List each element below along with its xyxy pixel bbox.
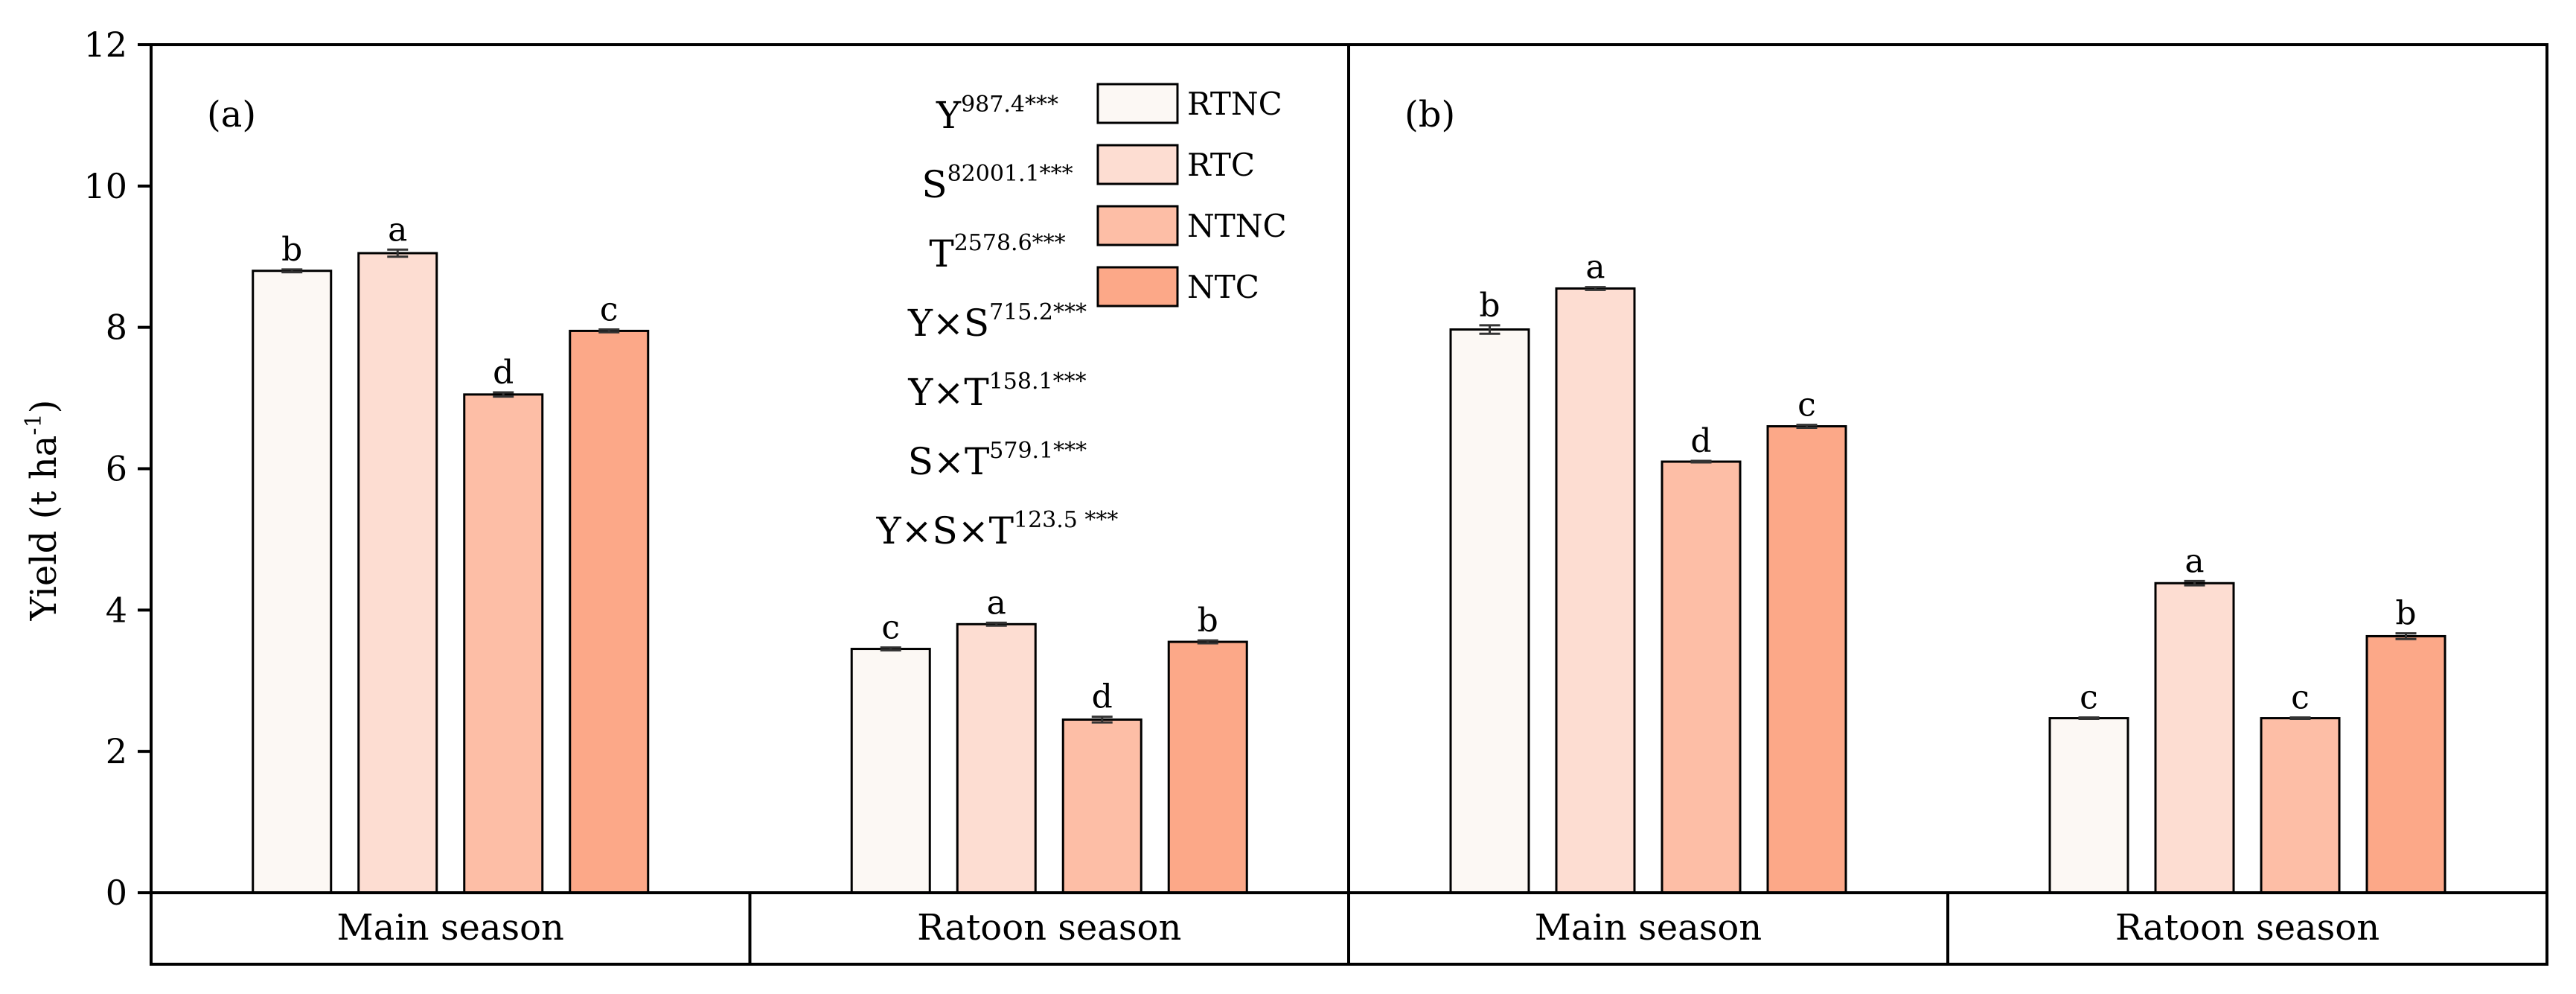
significance-letter: a <box>2185 542 2204 580</box>
significance-letter: c <box>881 609 900 647</box>
significance-letter: a <box>1585 249 1605 287</box>
bar-ntnc <box>463 393 544 894</box>
bar-group: b a d c Main season <box>252 211 650 949</box>
bar-rtc <box>956 622 1037 894</box>
significance-letter: b <box>1198 602 1218 640</box>
y-tick-label: 4 <box>106 590 127 630</box>
category-label: Main season <box>1535 907 1762 949</box>
bar-rtnc <box>2048 717 2129 894</box>
panel-tag: (b) <box>1404 94 1455 136</box>
y-tick-label: 10 <box>83 166 127 206</box>
anova-stat: Y×S×T123.5 *** <box>876 507 1119 552</box>
anova-stat: S82001.1*** <box>921 161 1073 206</box>
bar-rtnc <box>252 270 333 894</box>
legend-item-ntnc: NTNC <box>1096 205 1287 246</box>
panel-tag: (a) <box>207 94 256 136</box>
chart-panels: (a) b a d c Main season c a d b Ratoon season (b) b a… <box>207 94 2446 949</box>
anova-stat: Y×S715.2*** <box>907 299 1087 345</box>
anova-stat: S×T579.1*** <box>908 438 1087 483</box>
significance-letter: d <box>1690 422 1711 460</box>
y-tick-label: 8 <box>106 308 127 348</box>
legend-item-rtc: RTC <box>1096 144 1255 185</box>
legend-swatch <box>1096 144 1179 185</box>
legend-swatch <box>1096 205 1179 246</box>
y-tick-label: 2 <box>106 731 127 771</box>
y-tick-label: 0 <box>106 873 127 913</box>
anova-stat: Y×T158.1*** <box>907 369 1086 414</box>
bar-ntnc <box>1661 460 1742 894</box>
bar-ntc <box>2365 634 2446 894</box>
significance-letter: a <box>987 584 1006 622</box>
bar-rtc <box>1555 287 1636 894</box>
bar-rtc <box>357 252 438 894</box>
y-tick-label: 12 <box>83 25 127 65</box>
category-label: Ratoon season <box>917 907 1181 949</box>
significance-letter: c <box>600 291 619 329</box>
legend-item-ntc: NTC <box>1096 266 1259 308</box>
legend-label: NTNC <box>1187 208 1287 244</box>
category-label: Ratoon season <box>2115 907 2380 949</box>
anova-stat: Y987.4*** <box>936 92 1058 137</box>
y-tick-label: 6 <box>106 449 127 489</box>
y-axis: 0 2 4 6 8 10 12 <box>83 25 151 913</box>
y-axis-label: Yield (t ha-1) <box>21 400 65 622</box>
bar-group: c a c b Ratoon season <box>2048 542 2446 949</box>
legend-swatch <box>1096 266 1179 308</box>
significance-letter: b <box>281 231 302 269</box>
bar-group: b a d c Main season <box>1449 249 1847 949</box>
bar-rtnc <box>850 648 931 894</box>
legend-label: RTNC <box>1187 86 1282 122</box>
bar-group: c a d b Ratoon season <box>850 584 1248 949</box>
legend-label: RTC <box>1187 147 1255 183</box>
bar-ntc <box>1167 640 1248 894</box>
bar-rtc <box>2154 582 2235 894</box>
bar-rtnc <box>1449 328 1530 894</box>
significance-letter: c <box>2291 679 2310 717</box>
legend: RTNC RTC NTNC NTC <box>1096 83 1287 308</box>
significance-letter: c <box>2080 679 2098 717</box>
significance-letter: d <box>1092 678 1113 716</box>
significance-letter: a <box>388 211 407 249</box>
legend-item-rtnc: RTNC <box>1096 83 1282 124</box>
panel-b: (b) b a d c Main season c a c b Ratoon season <box>1404 94 2446 949</box>
significance-letter: b <box>2395 595 2416 633</box>
bar-ntc <box>1766 425 1847 894</box>
significance-letter: d <box>493 354 514 392</box>
panel-a: (a) b a d c Main season c a d b Ratoon season <box>207 94 1248 949</box>
significance-letter: c <box>1797 386 1816 424</box>
legend-swatch <box>1096 83 1179 124</box>
bar-ntnc <box>2260 717 2341 894</box>
category-label: Main season <box>337 907 564 949</box>
bar-ntnc <box>1061 718 1142 894</box>
plot-frame <box>150 43 2548 966</box>
legend-label: NTC <box>1187 269 1259 305</box>
anova-statistics: Y987.4*** S82001.1*** T2578.6*** Y×S715.2**… <box>876 92 1119 552</box>
anova-stat: T2578.6*** <box>929 230 1065 275</box>
bar-ntc <box>569 329 650 894</box>
significance-letter: b <box>1479 287 1500 325</box>
